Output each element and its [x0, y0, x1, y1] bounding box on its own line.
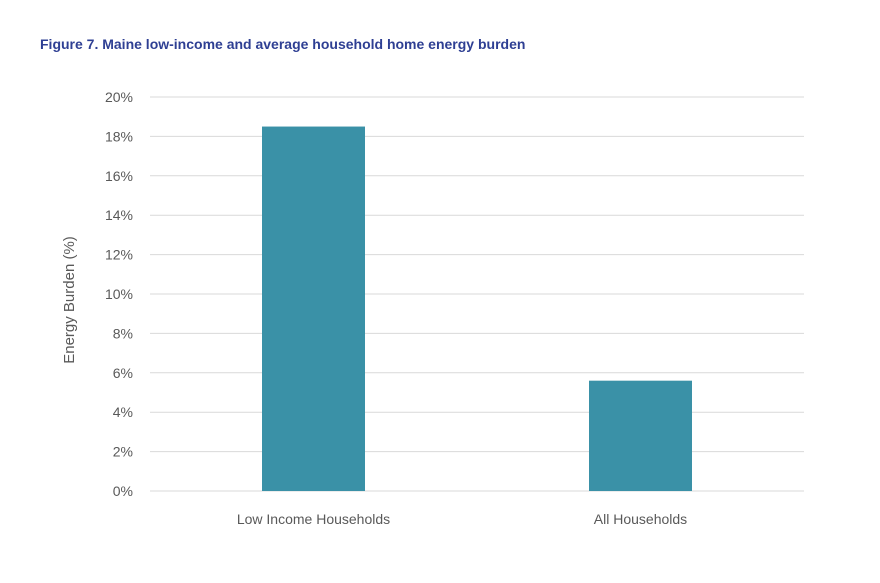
bar-low-income-households	[262, 126, 365, 492]
x-tick-label: Low Income Households	[237, 511, 390, 527]
y-tick-label: 12%	[105, 247, 133, 263]
y-tick-label: 0%	[113, 483, 133, 499]
y-tick-label: 18%	[105, 128, 133, 144]
x-tick-label: All Households	[594, 511, 687, 527]
x-axis-tick-labels: Low Income Households All Households	[237, 511, 687, 527]
y-tick-label: 20%	[105, 89, 133, 105]
gridlines	[150, 96, 804, 492]
y-tick-label: 16%	[105, 168, 133, 184]
y-axis-title: Energy Burden (%)	[61, 236, 78, 364]
y-tick-label: 4%	[113, 404, 133, 420]
y-tick-label: 6%	[113, 365, 133, 381]
y-tick-label: 14%	[105, 207, 133, 223]
y-tick-label: 8%	[113, 325, 133, 341]
y-axis-tick-labels: 0% 2% 4% 6% 8% 10% 12% 14% 16% 18% 20%	[105, 89, 133, 499]
figure-title: Figure 7. Maine low-income and average h…	[40, 36, 526, 52]
y-tick-label: 2%	[113, 444, 133, 460]
y-tick-label: 10%	[105, 286, 133, 302]
bars	[262, 126, 692, 492]
bar-all-households	[589, 380, 692, 491]
